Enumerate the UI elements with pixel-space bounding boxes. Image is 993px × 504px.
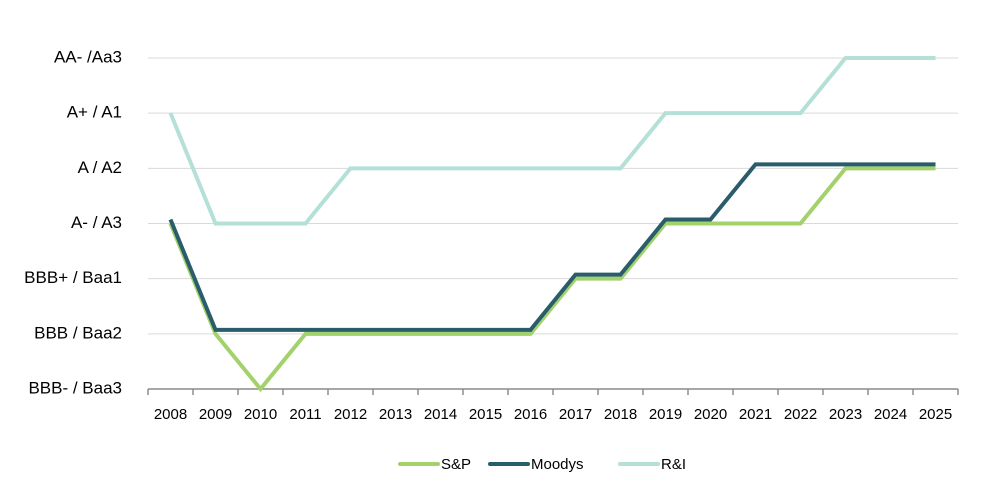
y-tick-label: A- / A3 xyxy=(71,213,122,232)
x-axis: 2008 2009 2010 2011 2012 2013 2014 2015 2016 2017… xyxy=(147,388,959,423)
x-tick-label: 2015 xyxy=(469,406,502,423)
y-tick-label: BBB / Baa2 xyxy=(34,323,122,342)
x-tick-label: 2022 xyxy=(784,406,817,423)
legend: S&P Moodys R&I xyxy=(398,456,686,473)
x-tick-label: 2020 xyxy=(694,406,727,423)
y-tick-label: A+ / A1 xyxy=(67,103,122,122)
x-tick-label: 2011 xyxy=(289,406,321,423)
series-line-ri xyxy=(168,56,936,226)
series-line-sp xyxy=(168,166,936,393)
gridlines xyxy=(148,57,958,335)
x-tick-label: 2019 xyxy=(649,406,682,423)
series-lines xyxy=(168,56,936,393)
x-tick-label: 2021 xyxy=(739,406,772,423)
y-tick-label: BBB- / Baa3 xyxy=(28,378,122,397)
y-tick-label: AA- /Aa3 xyxy=(54,47,122,66)
x-tick-label: 2008 xyxy=(154,406,187,423)
y-tick-label: A / A2 xyxy=(78,158,122,177)
x-tick-label: 2018 xyxy=(604,406,637,423)
y-tick-label: BBB+ / Baa1 xyxy=(24,268,122,287)
x-tick-label: 2014 xyxy=(424,406,457,423)
series-line-moodys xyxy=(168,162,936,332)
y-axis-labels: BBB- / Baa3 BBB / Baa2 BBB+ / Baa1 A- / A3 A… xyxy=(24,47,122,397)
x-tick-label: 2010 xyxy=(244,406,277,423)
x-tick-label: 2025 xyxy=(919,406,952,423)
legend-label: R&I xyxy=(661,456,686,473)
x-tick-label: 2017 xyxy=(559,406,592,423)
x-tick-label: 2012 xyxy=(334,406,367,423)
x-tick-label: 2016 xyxy=(514,406,547,423)
x-tick-label: 2024 xyxy=(874,406,907,423)
legend-label: Moodys xyxy=(531,456,584,473)
x-tick-label: 2023 xyxy=(829,406,862,423)
legend-label: S&P xyxy=(441,456,471,473)
x-tick-label: 2013 xyxy=(379,406,412,423)
x-tick-label: 2009 xyxy=(199,406,232,423)
